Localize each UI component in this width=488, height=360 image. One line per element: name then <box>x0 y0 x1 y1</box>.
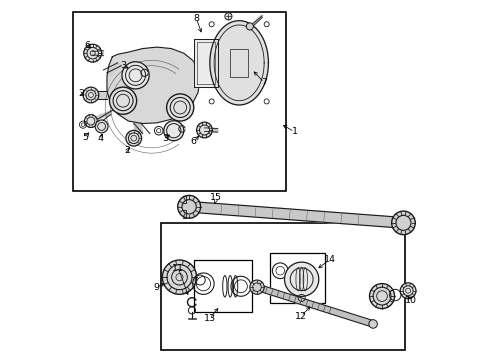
Circle shape <box>177 195 200 218</box>
Circle shape <box>122 62 149 89</box>
Polygon shape <box>251 16 262 26</box>
Circle shape <box>284 262 318 296</box>
Circle shape <box>246 23 253 30</box>
Text: 6: 6 <box>84 41 90 50</box>
Text: 7: 7 <box>261 78 266 87</box>
Text: 14: 14 <box>323 255 335 264</box>
Polygon shape <box>209 21 268 105</box>
Polygon shape <box>96 111 112 120</box>
Text: 2: 2 <box>78 89 84 98</box>
Text: 8: 8 <box>193 14 199 23</box>
Polygon shape <box>91 91 107 99</box>
Polygon shape <box>183 210 185 217</box>
Text: 9: 9 <box>153 283 159 292</box>
Polygon shape <box>188 202 403 228</box>
Circle shape <box>400 283 415 298</box>
Text: 15: 15 <box>209 193 222 202</box>
Polygon shape <box>93 51 103 56</box>
Text: 4: 4 <box>98 134 103 143</box>
Text: 12: 12 <box>294 312 306 321</box>
Text: 11: 11 <box>172 264 184 273</box>
Polygon shape <box>183 196 185 203</box>
Text: 6: 6 <box>190 137 196 146</box>
Text: 3: 3 <box>121 61 126 70</box>
Circle shape <box>83 44 102 62</box>
Text: 2: 2 <box>124 146 130 155</box>
Circle shape <box>125 130 142 146</box>
Circle shape <box>368 320 377 328</box>
Bar <box>73 12 285 191</box>
Circle shape <box>95 120 108 133</box>
Text: 3: 3 <box>162 134 168 143</box>
Text: 13: 13 <box>203 314 215 323</box>
Polygon shape <box>204 128 217 132</box>
Polygon shape <box>256 284 373 327</box>
Circle shape <box>166 94 193 121</box>
Circle shape <box>83 87 99 103</box>
Polygon shape <box>107 63 121 76</box>
Polygon shape <box>107 47 200 123</box>
Text: 1: 1 <box>291 127 297 136</box>
Circle shape <box>224 13 231 20</box>
Circle shape <box>369 284 394 309</box>
Circle shape <box>163 121 183 141</box>
Polygon shape <box>193 39 218 87</box>
Text: 10: 10 <box>404 296 416 305</box>
Circle shape <box>196 122 212 138</box>
Bar <box>194 260 252 312</box>
Circle shape <box>109 87 136 114</box>
Bar <box>230 49 247 77</box>
Bar <box>160 223 405 350</box>
Circle shape <box>391 211 414 235</box>
Polygon shape <box>134 123 142 134</box>
Text: 5: 5 <box>82 132 88 141</box>
Circle shape <box>249 280 264 294</box>
Bar <box>269 253 324 303</box>
Circle shape <box>84 114 97 127</box>
Circle shape <box>162 260 196 294</box>
